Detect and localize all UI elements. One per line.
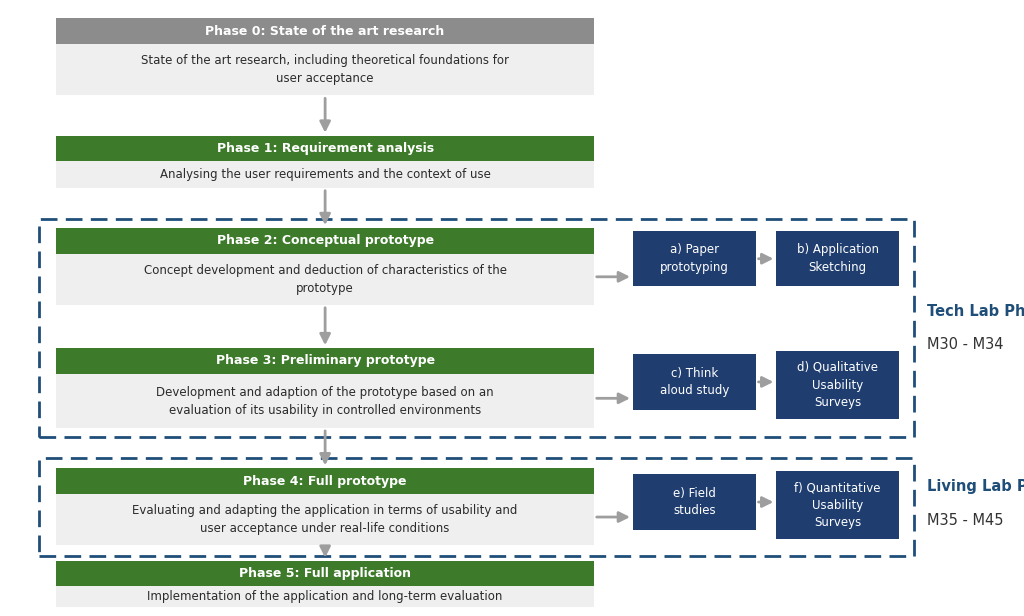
FancyBboxPatch shape	[56, 586, 594, 607]
FancyBboxPatch shape	[56, 374, 594, 428]
Text: e) Field
studies: e) Field studies	[673, 487, 716, 517]
FancyBboxPatch shape	[56, 161, 594, 188]
Text: Phase 0: State of the art research: Phase 0: State of the art research	[206, 25, 444, 38]
FancyBboxPatch shape	[56, 561, 594, 586]
Text: d) Qualitative
Usability
Surveys: d) Qualitative Usability Surveys	[797, 361, 879, 409]
FancyBboxPatch shape	[633, 474, 756, 530]
FancyBboxPatch shape	[56, 18, 594, 44]
FancyBboxPatch shape	[56, 494, 594, 545]
FancyBboxPatch shape	[776, 231, 899, 286]
FancyBboxPatch shape	[56, 228, 594, 254]
FancyBboxPatch shape	[56, 468, 594, 494]
Text: Implementation of the application and long-term evaluation: Implementation of the application and lo…	[147, 590, 503, 603]
FancyBboxPatch shape	[633, 354, 756, 410]
Text: Phase 3: Preliminary prototype: Phase 3: Preliminary prototype	[216, 354, 434, 368]
Text: Evaluating and adapting the application in terms of usability and
user acceptanc: Evaluating and adapting the application …	[132, 504, 518, 535]
Text: Living Lab Phase: Living Lab Phase	[927, 479, 1024, 494]
Text: Concept development and deduction of characteristics of the
prototype: Concept development and deduction of cha…	[143, 264, 507, 295]
Text: M35 - M45: M35 - M45	[927, 513, 1004, 528]
FancyBboxPatch shape	[776, 351, 899, 419]
Text: a) Paper
prototyping: a) Paper prototyping	[659, 243, 729, 274]
Text: Phase 1: Requirement analysis: Phase 1: Requirement analysis	[216, 142, 434, 155]
Text: Analysing the user requirements and the context of use: Analysing the user requirements and the …	[160, 168, 490, 181]
FancyBboxPatch shape	[56, 44, 594, 95]
Text: c) Think
aloud study: c) Think aloud study	[659, 367, 729, 397]
Text: Tech Lab Phase: Tech Lab Phase	[927, 304, 1024, 318]
Text: Phase 4: Full prototype: Phase 4: Full prototype	[244, 474, 407, 488]
Text: State of the art research, including theoretical foundations for
user acceptance: State of the art research, including the…	[141, 54, 509, 86]
FancyBboxPatch shape	[776, 471, 899, 539]
FancyBboxPatch shape	[56, 254, 594, 305]
Text: Phase 2: Conceptual prototype: Phase 2: Conceptual prototype	[216, 234, 434, 248]
Text: f) Quantitative
Usability
Surveys: f) Quantitative Usability Surveys	[795, 481, 881, 529]
FancyBboxPatch shape	[56, 136, 594, 161]
Text: b) Application
Sketching: b) Application Sketching	[797, 243, 879, 274]
FancyBboxPatch shape	[633, 231, 756, 286]
Text: Phase 5: Full application: Phase 5: Full application	[240, 567, 411, 580]
Text: Development and adaption of the prototype based on an
evaluation of its usabilit: Development and adaption of the prototyp…	[157, 386, 494, 416]
FancyBboxPatch shape	[56, 348, 594, 374]
Text: M30 - M34: M30 - M34	[927, 338, 1004, 352]
